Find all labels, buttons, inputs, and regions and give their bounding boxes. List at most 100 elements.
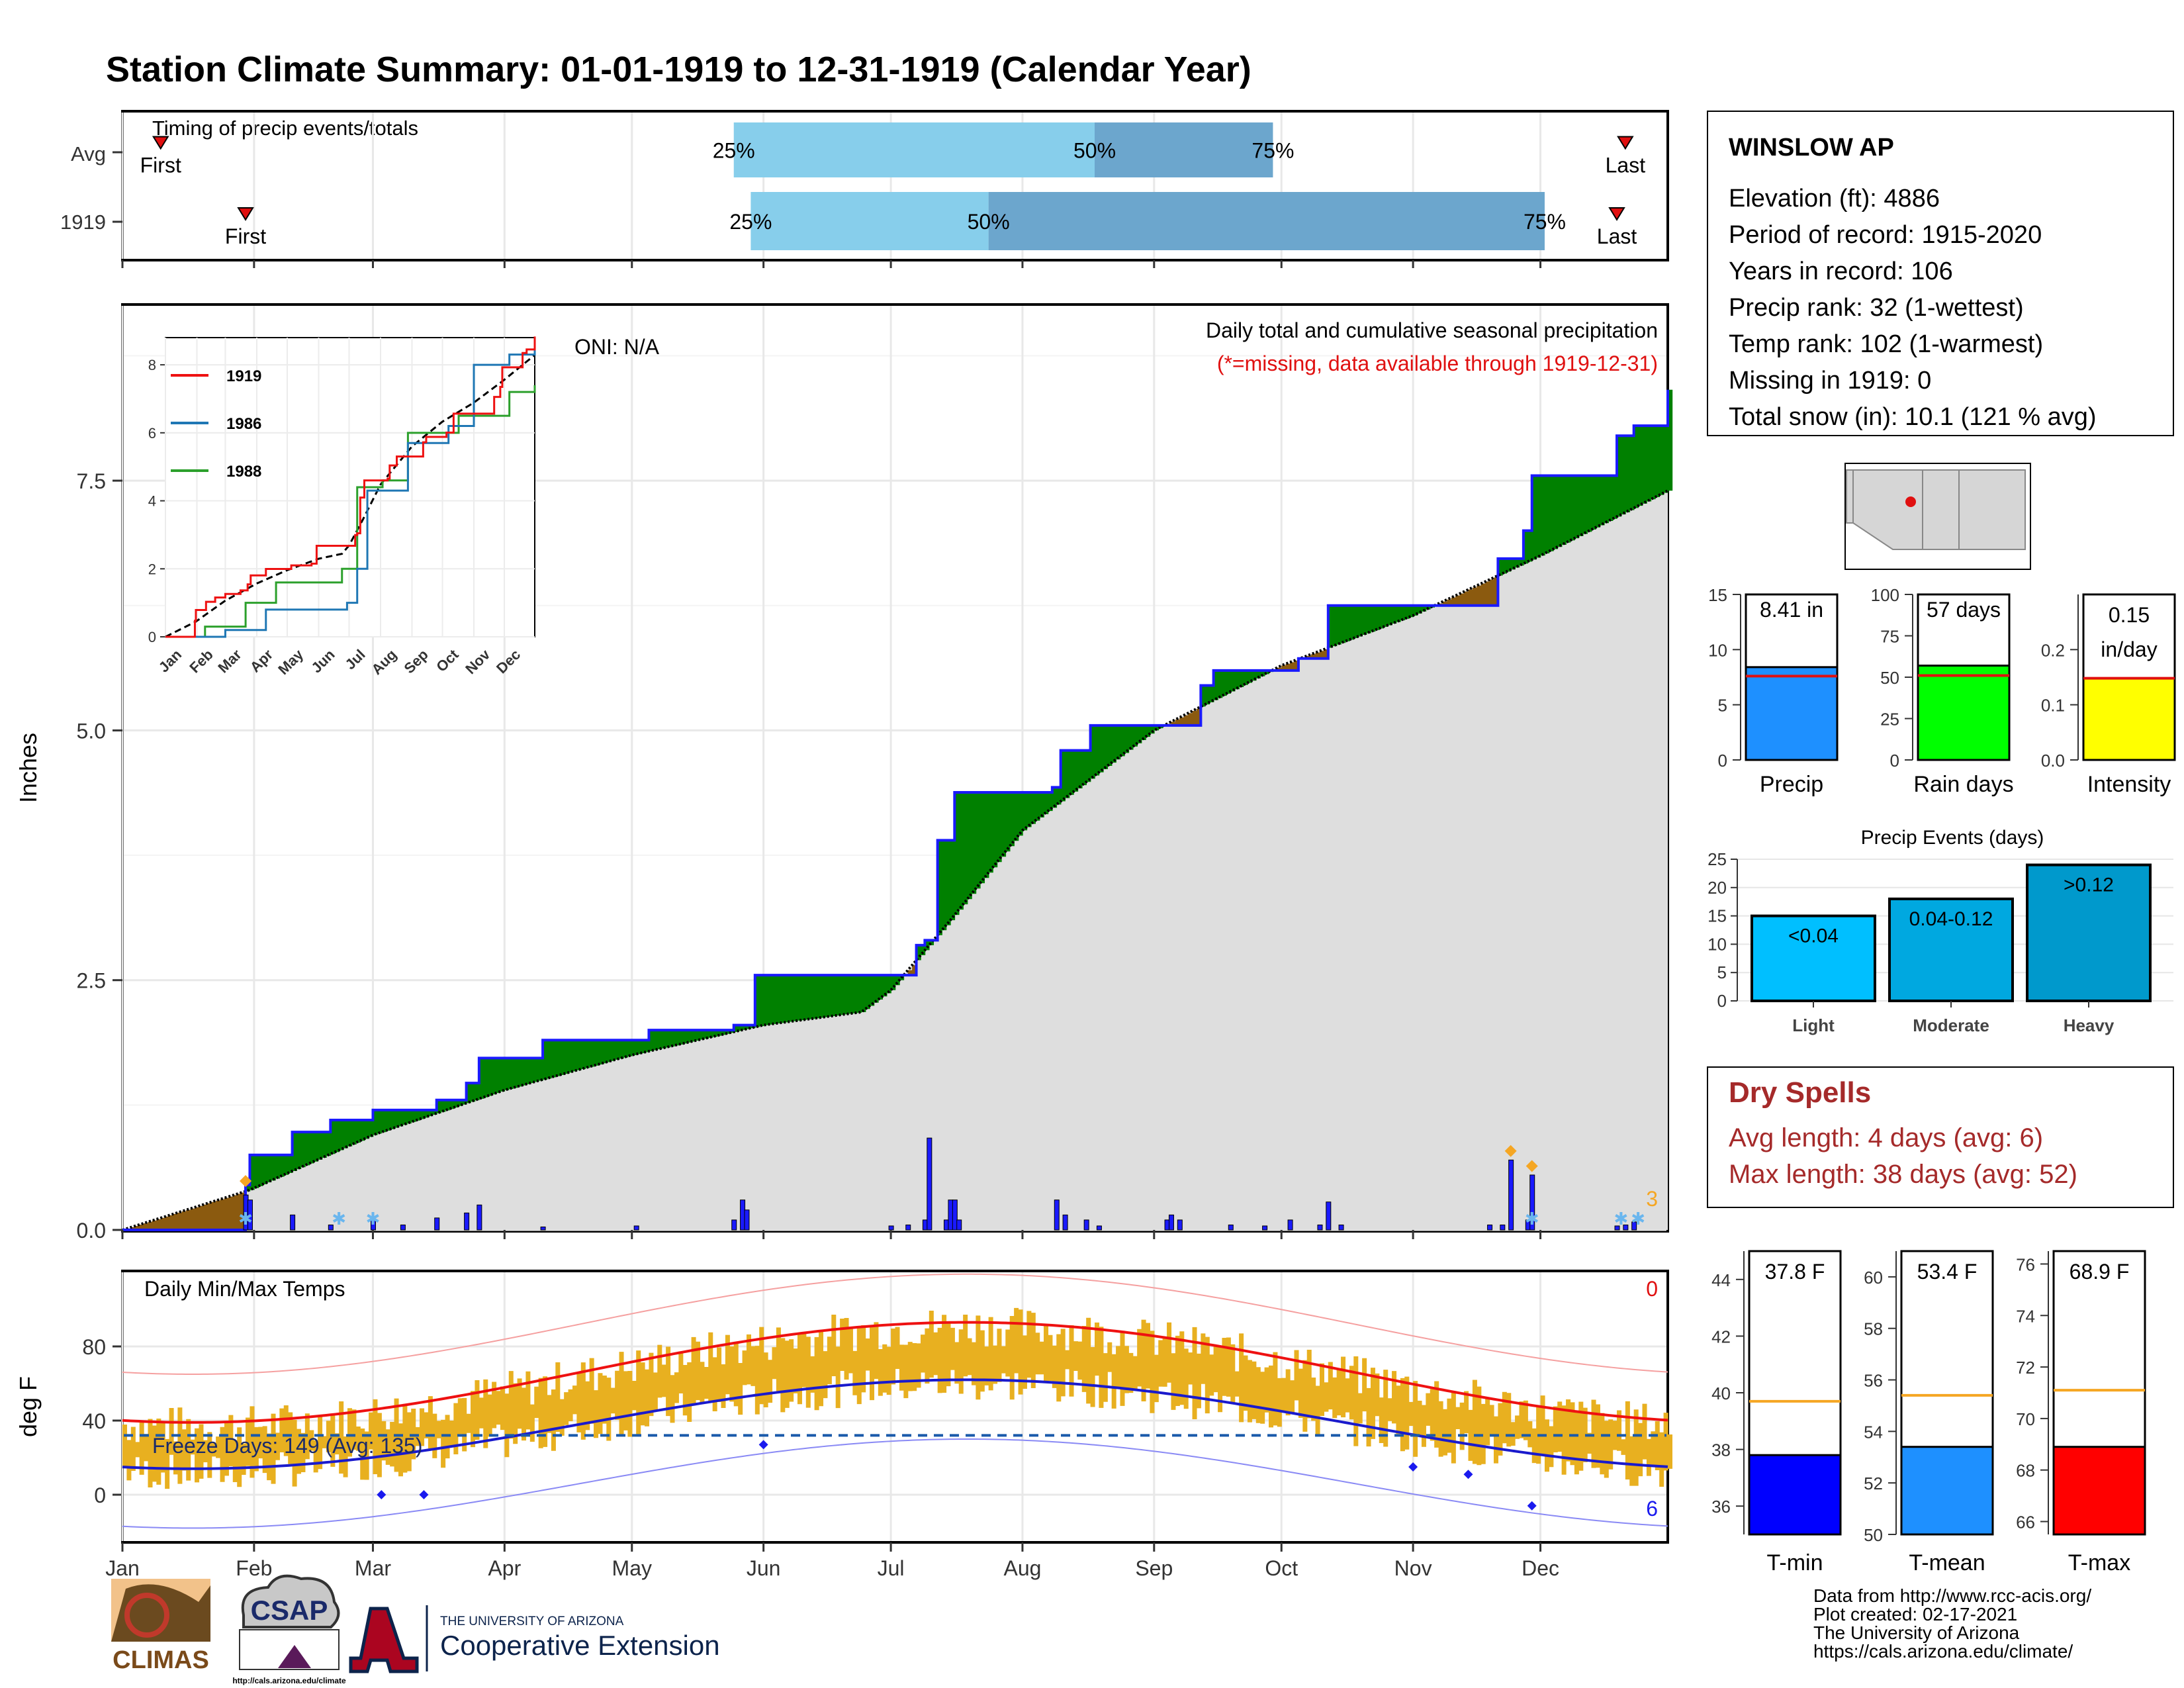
temp-bar-tick-label: 42 bbox=[1711, 1327, 1731, 1346]
daily-precip-bar bbox=[1177, 1219, 1183, 1231]
daily-precip-bar bbox=[1326, 1201, 1332, 1231]
mini-bar-label: Precip bbox=[1760, 772, 1823, 797]
station-frame bbox=[1707, 111, 2174, 436]
precip-y-tick-label: 0.0 bbox=[77, 1219, 106, 1243]
inset-frame bbox=[165, 337, 535, 637]
mini-bar-label: Rain days bbox=[1913, 772, 2013, 797]
timing-row-label-year: 1919 bbox=[60, 211, 106, 234]
daily-precip-bar bbox=[956, 1219, 962, 1231]
daily-precip-bar bbox=[1262, 1225, 1268, 1231]
station-line: Period of record: 1915-2020 bbox=[1729, 221, 2042, 249]
station-name: WINSLOW AP bbox=[1729, 134, 1894, 162]
normal-min-line bbox=[122, 1378, 1668, 1470]
events-bar bbox=[1888, 897, 2014, 1003]
timing-p50-label: 50% bbox=[1073, 139, 1116, 163]
temp-bar-tick-label: 70 bbox=[2016, 1409, 2035, 1429]
ua-line1: THE UNIVERSITY OF ARIZONA bbox=[440, 1615, 624, 1628]
dry-spells-avg: Avg length: 4 days (avg: 6) bbox=[1729, 1123, 2043, 1152]
month-label: Sep bbox=[1135, 1556, 1173, 1580]
timing-p75-label: 75% bbox=[1251, 139, 1294, 163]
daily-precip-bar bbox=[1508, 1159, 1514, 1231]
mini-bar-tick-label: 15 bbox=[1708, 585, 1727, 605]
daily-precip-bar bbox=[1623, 1224, 1629, 1231]
station-info-box: WINSLOW AP Elevation (ft): 4886 Period o… bbox=[1707, 111, 2174, 436]
temp-bar-label: T-max bbox=[2068, 1550, 2130, 1575]
snow-marker: ✱ bbox=[1525, 1209, 1539, 1229]
temp-bar-value: 68.9 F bbox=[2070, 1260, 2130, 1284]
inset-y-tick-label: 2 bbox=[148, 561, 156, 577]
month-label: Apr bbox=[488, 1556, 521, 1580]
timing-p75-label: 75% bbox=[1524, 210, 1566, 234]
temp-y-tick-label: 80 bbox=[82, 1335, 106, 1359]
snow-marker: ✱ bbox=[238, 1209, 253, 1229]
temp-bar-value: 37.8 F bbox=[1765, 1260, 1825, 1284]
precip-corner-count: 3 bbox=[1646, 1187, 1658, 1211]
mini-bar-label: Intensity bbox=[2087, 772, 2171, 797]
timing-bar-q2 bbox=[733, 122, 1095, 177]
timing-p50-label: 50% bbox=[968, 210, 1010, 234]
month-label: Jun bbox=[747, 1556, 781, 1580]
events-y-tick-label: 20 bbox=[1707, 878, 1727, 898]
climas-logo-ring bbox=[124, 1593, 169, 1638]
temp-bar-tick-label: 68 bbox=[2016, 1461, 2035, 1481]
timing-panel: Timing of precip events/totals Avg 1919 … bbox=[60, 110, 1669, 268]
credits: Data from http://www.rcc-acis.org/ Plot … bbox=[1813, 1585, 2091, 1662]
precip-description: Daily total and cumulative seasonal prec… bbox=[1206, 318, 1658, 342]
month-label: Aug bbox=[1003, 1556, 1041, 1580]
freeze-days-label: Freeze Days: 149 (Avg: 135) bbox=[152, 1434, 423, 1458]
temp-bar-label: T-mean bbox=[1909, 1550, 1985, 1575]
daily-precip-bar bbox=[927, 1137, 933, 1231]
station-line: Years in record: 106 bbox=[1729, 258, 1953, 285]
events-bar bbox=[1751, 914, 1876, 1002]
temp-y-tick-label: 40 bbox=[82, 1409, 106, 1433]
inset-y-tick-label: 6 bbox=[148, 425, 156, 442]
record-low-marker bbox=[1408, 1462, 1418, 1472]
inset-1919-line bbox=[165, 336, 536, 638]
inset-y-tick-label: 8 bbox=[148, 357, 156, 373]
inset-legend-label: 1919 bbox=[226, 367, 261, 385]
inset-1988-line bbox=[165, 385, 536, 638]
timing-first-marker bbox=[237, 207, 254, 221]
credit-line: https://cals.arizona.edu/climate/ bbox=[1813, 1641, 2073, 1662]
events-category-label: Heavy bbox=[2064, 1015, 2115, 1035]
record-low-marker bbox=[419, 1490, 429, 1499]
month-label: Jan bbox=[105, 1556, 140, 1580]
ua-line2: Cooperative Extension bbox=[440, 1630, 720, 1661]
station-location-marker bbox=[1905, 496, 1916, 507]
inset-y-tick-label: 0 bbox=[148, 629, 156, 645]
dry-spells-frame bbox=[1707, 1066, 2174, 1208]
csap-logo: CSAP http://cals.arizona.edu/climate bbox=[232, 1574, 346, 1685]
credit-line: Data from http://www.rcc-acis.org/ bbox=[1813, 1585, 2091, 1606]
inset-1986-line bbox=[165, 338, 536, 638]
daily-precip-bar bbox=[888, 1225, 894, 1231]
events-y-tick-label: 10 bbox=[1707, 934, 1727, 954]
record-low-marker bbox=[1463, 1470, 1473, 1479]
daily-precip-bar bbox=[1287, 1219, 1293, 1231]
month-label: Mar bbox=[355, 1556, 391, 1580]
avg-cumulative-line bbox=[122, 489, 1668, 1231]
temp-bar-fill bbox=[1900, 1446, 1994, 1536]
daily-precip-bar bbox=[290, 1214, 296, 1231]
mini-bar-tick-label: 0 bbox=[1718, 751, 1727, 771]
mini-bar-tick-label: 5 bbox=[1718, 696, 1727, 716]
month-label: Oct bbox=[1265, 1556, 1298, 1580]
temp-bar-tick-label: 44 bbox=[1711, 1270, 1731, 1290]
daily-precip-bar bbox=[1054, 1199, 1060, 1231]
oni-label: ONI: N/A bbox=[574, 335, 660, 359]
daily-precip-bar bbox=[247, 1199, 253, 1231]
temp-panel: deg F 0 6 0 40 80 Jan Feb Mar Apr May Jun Jul Aug S… bbox=[15, 1270, 1673, 1580]
dry-spells-max: Max length: 38 days (avg: 52) bbox=[1729, 1160, 2077, 1189]
avg-cumulative-area bbox=[122, 491, 1668, 1231]
csap-mountain bbox=[278, 1645, 311, 1668]
precip-events-chart: Precip Events (days) 0 5 10 15 20 25 <0.04 Ligh… bbox=[1707, 827, 2173, 1035]
daily-precip-bar bbox=[1317, 1224, 1323, 1231]
timing-last-marker bbox=[1608, 207, 1625, 221]
snow-marker: ✱ bbox=[1631, 1209, 1645, 1229]
mini-bar-tick-label: 0.2 bbox=[2041, 640, 2065, 660]
credit-line: Plot created: 02-17-2021 bbox=[1813, 1604, 2017, 1624]
station-line: Elevation (ft): 4886 bbox=[1729, 185, 1940, 212]
timing-p25-label: 25% bbox=[713, 139, 755, 163]
temp-bar-tick-label: 74 bbox=[2016, 1306, 2035, 1326]
